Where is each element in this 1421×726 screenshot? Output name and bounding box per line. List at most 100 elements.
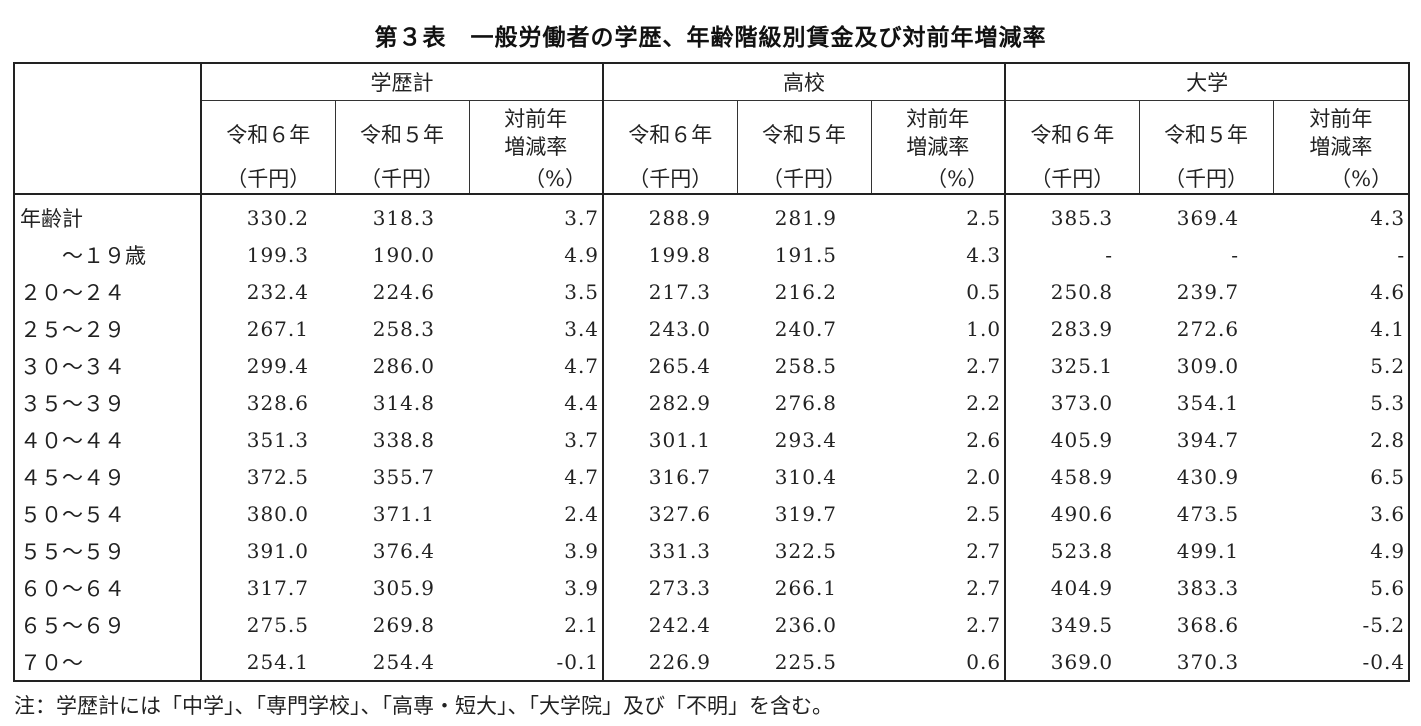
cell-university-rate: 4.1 — [1273, 310, 1411, 347]
table-row: 年齢計 330.2 318.3 3.7 288.9 281.9 2.5 385.3 369.4 4… — [13, 194, 1411, 236]
rate-label-line2: 増減率 — [504, 135, 568, 159]
cell-high-school-previous: 310.4 — [774, 464, 838, 489]
cell-university-current: 325.1 — [1050, 353, 1114, 378]
year-label: 令和６年 — [628, 123, 713, 147]
cell-university-rate: 4.3 — [1273, 194, 1411, 236]
cell-university-rate: -0.4 — [1273, 643, 1411, 682]
cell-university-previous: 499.1 — [1176, 538, 1240, 563]
cell-total-rate: -0.1 — [469, 643, 605, 682]
unit-percent-label: （%） — [926, 167, 989, 191]
cell-university-current: 283.9 — [1050, 316, 1114, 341]
cell-total-rate: 4.7 — [469, 347, 605, 384]
cell-total-current: 330.2 — [246, 205, 309, 230]
age-group-label: ～１９歳 — [13, 236, 202, 273]
age-group-label: ５５～５９ — [13, 532, 202, 569]
unit-percent-label: （%） — [524, 167, 587, 191]
cell-total-previous: 318.3 — [372, 205, 435, 230]
cell-high-school-rate: 2.0 — [871, 458, 1007, 495]
age-group-label: 年齢計 — [13, 194, 202, 236]
cell-total-rate: 4.7 — [469, 458, 605, 495]
age-group-label: ４５～４９ — [13, 458, 202, 495]
cell-university-previous: 473.5 — [1176, 501, 1240, 526]
subheader-university-current: 令和６年 （千円） — [1005, 100, 1140, 195]
cell-high-school-rate: 2.7 — [871, 532, 1007, 569]
cell-total-previous: 305.9 — [372, 575, 435, 600]
cell-high-school-current: 243.0 — [648, 316, 712, 341]
cell-total-rate: 3.9 — [469, 532, 605, 569]
cell-total-current: 254.1 — [201, 643, 335, 682]
rate-label-line1: 対前年 — [504, 107, 568, 131]
cell-high-school-rate: 1.0 — [871, 310, 1007, 347]
corner-header-cell — [13, 62, 202, 195]
cell-high-school-current: 301.1 — [648, 427, 712, 452]
cell-total-current: 328.6 — [246, 390, 309, 415]
cell-total-rate: 3.4 — [469, 310, 605, 347]
unit-thousand-yen-label: （千円） — [628, 167, 713, 191]
cell-university-previous: 368.6 — [1176, 612, 1240, 637]
cell-university-rate: -5.2 — [1273, 606, 1411, 643]
cell-total-current: 299.4 — [246, 353, 309, 378]
cell-university-rate: 3.6 — [1273, 495, 1411, 532]
table-row: ５０～５４ 380.0 371.1 2.4 327.6 319.7 2.5 490.6 473.… — [13, 495, 1411, 532]
table-row: ６０～６４ 317.7 305.9 3.9 273.3 266.1 2.7 404.9 383.… — [13, 569, 1411, 606]
cell-university-current: 385.3 — [1050, 205, 1114, 230]
cell-high-school-previous: 236.0 — [774, 612, 838, 637]
cell-university-previous: 309.0 — [1176, 353, 1240, 378]
table-row: ２５～２９ 267.1 258.3 3.4 243.0 240.7 1.0 283.9 272.… — [13, 310, 1411, 347]
unit-thousand-yen-label: （千円） — [762, 167, 847, 191]
group-header-high-school: 高校 — [603, 62, 1007, 101]
cell-university-current: 369.0 — [1005, 643, 1140, 682]
subheader-high-school-rate: 対前年 増減率 （%） — [870, 100, 1007, 195]
cell-high-school-rate: 2.7 — [871, 347, 1007, 384]
cell-total-current: 267.1 — [246, 316, 309, 341]
cell-university-current: 458.9 — [1050, 464, 1114, 489]
rate-label-line1: 対前年 — [906, 107, 970, 131]
cell-total-rate: 2.4 — [469, 495, 605, 532]
cell-university-previous: 354.1 — [1176, 390, 1240, 415]
unit-thousand-yen-label: （千円） — [1164, 167, 1249, 191]
cell-total-current: 391.0 — [246, 538, 309, 563]
cell-university-current: - — [1105, 242, 1114, 267]
cell-high-school-rate: 2.5 — [871, 194, 1007, 236]
year-label: 令和５年 — [762, 123, 847, 147]
age-group-label: ２０～２４ — [13, 273, 202, 310]
cell-total-previous: 254.4 — [335, 643, 469, 682]
cell-university-current: 405.9 — [1050, 427, 1114, 452]
cell-total-current: 380.0 — [246, 501, 309, 526]
cell-university-previous: - — [1231, 242, 1240, 267]
cell-high-school-previous: 258.5 — [774, 353, 838, 378]
table-row: ５５～５９ 391.0 376.4 3.9 331.3 322.5 2.7 523.8 499.… — [13, 532, 1411, 569]
rate-label-line1: 対前年 — [1309, 107, 1373, 131]
cell-university-rate: 2.8 — [1273, 421, 1411, 458]
year-label: 令和５年 — [1164, 123, 1249, 147]
cell-total-previous: 355.7 — [372, 464, 435, 489]
cell-university-previous: 369.4 — [1176, 205, 1240, 230]
cell-high-school-previous: 322.5 — [774, 538, 838, 563]
cell-total-previous: 286.0 — [372, 353, 435, 378]
age-group-label: ７０～ — [13, 643, 202, 682]
age-group-label: ４０～４４ — [13, 421, 202, 458]
cell-high-school-previous: 191.5 — [774, 242, 838, 267]
cell-university-rate: 4.6 — [1273, 273, 1411, 310]
age-group-label: ５０～５４ — [13, 495, 202, 532]
cell-total-rate: 3.7 — [469, 194, 605, 236]
cell-university-previous: 239.7 — [1176, 279, 1240, 304]
cell-university-previous: 383.3 — [1176, 575, 1240, 600]
cell-university-current: 490.6 — [1050, 501, 1114, 526]
subheader-total-previous: 令和５年 （千円） — [334, 100, 469, 195]
table-row: ６５～６９ 275.5 269.8 2.1 242.4 236.0 2.7 349.5 368.… — [13, 606, 1411, 643]
year-label: 令和６年 — [1030, 123, 1115, 147]
cell-university-previous: 430.9 — [1176, 464, 1240, 489]
cell-university-current: 349.5 — [1050, 612, 1114, 637]
unit-thousand-yen-label: （千円） — [1030, 167, 1115, 191]
cell-total-rate: 3.9 — [469, 569, 605, 606]
cell-university-current: 250.8 — [1050, 279, 1114, 304]
cell-university-previous: 394.7 — [1176, 427, 1240, 452]
wage-table: 学歴計 高校 大学 令和６年 （千円） 令和５年 （千円） 対前年 増減率 （%） 令和６年 （… — [13, 62, 1411, 682]
table-row: ３０～３４ 299.4 286.0 4.7 265.4 258.5 2.7 325.1 309.… — [13, 347, 1411, 384]
cell-university-rate: 5.3 — [1273, 384, 1411, 421]
unit-percent-label: （%） — [1330, 167, 1393, 191]
cell-university-rate: 4.9 — [1273, 532, 1411, 569]
cell-high-school-current: 217.3 — [648, 279, 712, 304]
cell-high-school-current: 327.6 — [648, 501, 712, 526]
